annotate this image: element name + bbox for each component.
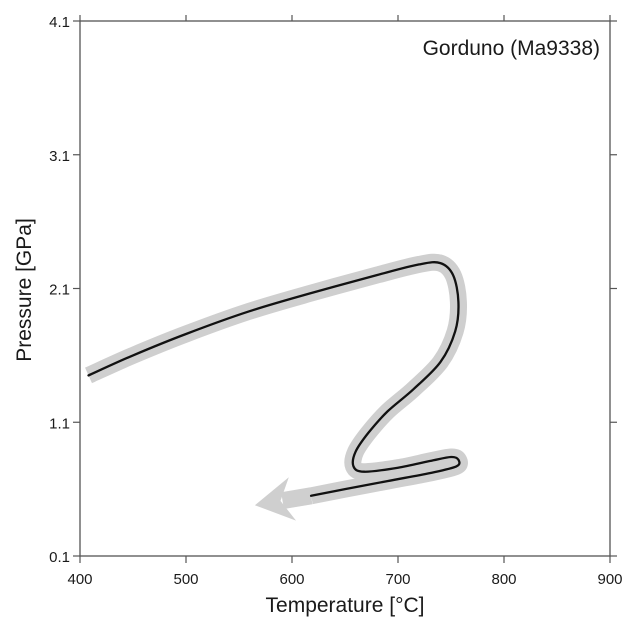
x-tick-label: 400: [67, 571, 92, 588]
arrow-head: [254, 477, 296, 521]
x-tick-label: 500: [173, 571, 198, 588]
y-axis-title: Pressure [GPa]: [13, 218, 36, 362]
y-tick-label: 0.1: [49, 549, 70, 566]
path-line-layer: [87, 261, 461, 497]
sample-annotation: Gorduno (Ma9338): [423, 37, 600, 60]
x-tick-label: 900: [597, 571, 622, 588]
y-tick-label: 4.1: [49, 14, 70, 31]
y-tick-label: 2.1: [49, 282, 70, 299]
y-axis-ticks: 0.1 1.1 2.1 3.1 4.1: [49, 14, 617, 566]
path-halo: [85, 253, 468, 505]
x-tick-label: 800: [491, 571, 516, 588]
x-axis-title: Temperature [°C]: [266, 594, 425, 617]
path-halo-layer: [85, 253, 468, 521]
x-tick-label: 700: [385, 571, 410, 588]
x-tick-label: 600: [279, 571, 304, 588]
y-tick-label: 3.1: [49, 148, 70, 165]
arrow-shaft: [281, 487, 313, 509]
pt-path-line: [87, 261, 461, 497]
y-tick-label: 1.1: [49, 415, 70, 432]
x-axis-ticks: 400 500 600 700 800 900: [67, 15, 623, 588]
